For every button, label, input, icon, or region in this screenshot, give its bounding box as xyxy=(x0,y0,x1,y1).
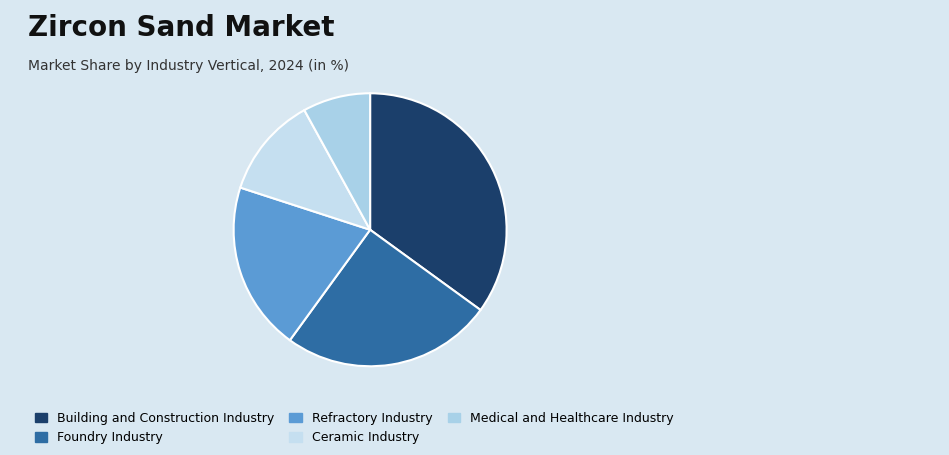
Wedge shape xyxy=(289,230,480,366)
Text: Zircon Sand Market: Zircon Sand Market xyxy=(28,14,335,42)
Wedge shape xyxy=(233,187,370,340)
Wedge shape xyxy=(305,93,370,230)
Legend: Building and Construction Industry, Foundry Industry, Refractory Industry, Ceram: Building and Construction Industry, Foun… xyxy=(35,412,674,444)
Wedge shape xyxy=(240,110,370,230)
Wedge shape xyxy=(370,93,507,310)
Text: Market Share by Industry Vertical, 2024 (in %): Market Share by Industry Vertical, 2024 … xyxy=(28,59,349,73)
